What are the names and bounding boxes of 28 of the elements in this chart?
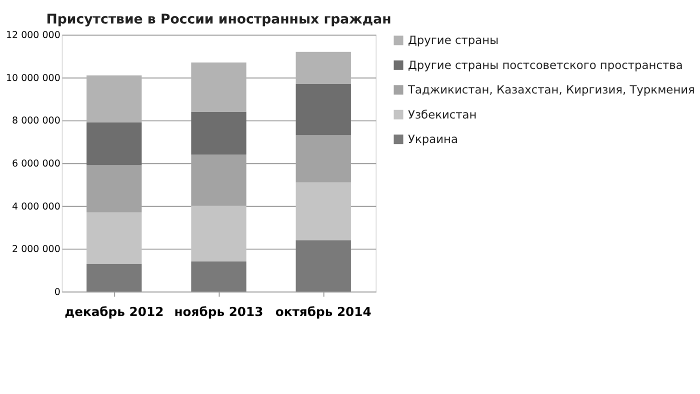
bar bbox=[296, 182, 351, 240]
legend-label: Таджикистан, Казахстан, Киргизия, Туркмения bbox=[407, 82, 695, 97]
y-tick-label: 10 000 000 bbox=[6, 72, 60, 84]
bar bbox=[86, 75, 142, 122]
legend-label: Украина bbox=[408, 132, 458, 146]
bar bbox=[191, 112, 246, 155]
y-tick-label: 6 000 000 bbox=[12, 158, 60, 170]
bar bbox=[191, 62, 246, 112]
y-tick-label: 12 000 000 bbox=[6, 30, 60, 42]
bar bbox=[86, 212, 142, 264]
bar bbox=[191, 262, 246, 292]
x-tick-label: октябрь 2014 bbox=[275, 304, 372, 319]
x-tick-label: декабрь 2012 bbox=[64, 304, 164, 319]
y-tick-label: 8 000 000 bbox=[12, 116, 60, 127]
bar bbox=[86, 122, 142, 166]
x-tick-label: ноябрь 2013 bbox=[174, 304, 264, 319]
bar bbox=[296, 52, 351, 84]
bar bbox=[296, 84, 351, 136]
y-tick-label: 4 000 000 bbox=[12, 201, 60, 212]
legend-label: Другие страны постсоветского пространства bbox=[408, 58, 683, 72]
bar bbox=[191, 206, 246, 262]
y-tick-label: 0 bbox=[54, 286, 60, 298]
bar bbox=[86, 264, 142, 292]
legend-label: Другие страны bbox=[408, 33, 499, 48]
bar bbox=[296, 240, 351, 292]
legend-label: Узбекистан bbox=[408, 107, 477, 122]
y-tick-label: 2 000 000 bbox=[12, 244, 60, 256]
chart-title: Присутствие в России иностранных граждан bbox=[46, 12, 392, 28]
